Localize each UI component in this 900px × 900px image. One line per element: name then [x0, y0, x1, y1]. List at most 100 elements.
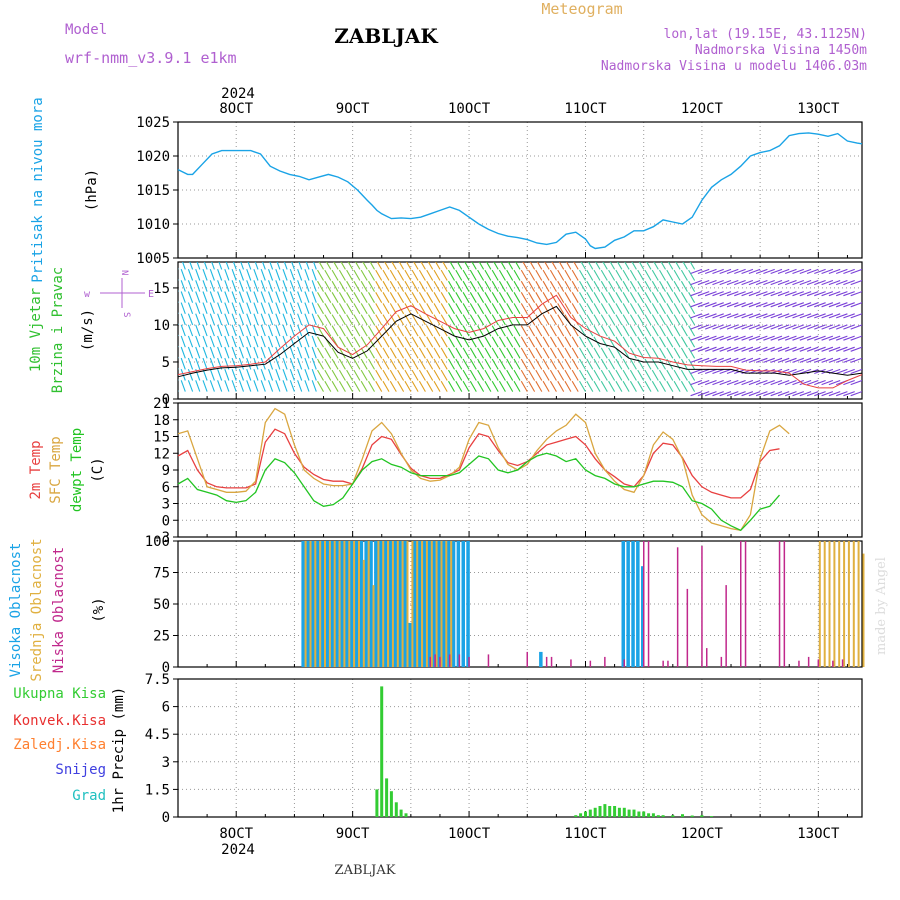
wind-barb [549, 314, 557, 326]
wind-barb [311, 380, 317, 392]
wind-barb [850, 313, 862, 319]
y-tick-label: 1020 [136, 149, 170, 165]
wind-barb [629, 336, 637, 348]
wind-barb [557, 303, 565, 315]
wind-barb [622, 358, 630, 370]
wind-barb [528, 280, 536, 292]
wind-barb [324, 358, 332, 370]
wind-barb [211, 262, 215, 270]
wind-barb [305, 262, 310, 270]
wind-barb [462, 369, 470, 381]
precip-bar [598, 806, 602, 817]
wind-barb [726, 279, 739, 286]
wind-barb [298, 262, 303, 270]
wind-barb [180, 369, 186, 381]
wind-barb [644, 314, 652, 326]
wind-barb [500, 262, 506, 270]
wind-barb [275, 291, 281, 303]
wind-barb [180, 380, 186, 392]
wind-barb [850, 291, 862, 297]
wind-barb [346, 325, 354, 337]
wind-barb [231, 302, 237, 314]
wind-barb [477, 347, 485, 359]
wind-barb [770, 279, 783, 286]
wind-barb [651, 292, 659, 303]
mid-cloud-bar [818, 541, 821, 667]
wind-barb [557, 280, 565, 292]
wind-barb [209, 269, 215, 281]
wind-barb [267, 302, 274, 314]
wind-barb [719, 368, 732, 375]
wind-barb [427, 262, 434, 270]
top-tick-label: 11OCT [564, 101, 607, 117]
wind-barb [513, 269, 521, 281]
high-cloud-bar [442, 541, 446, 667]
wind-barb [420, 262, 426, 270]
wind-barb [697, 302, 710, 308]
wind-barb [734, 268, 746, 275]
wind-barb [748, 335, 761, 341]
wind-barb [404, 380, 412, 392]
wind-barb [304, 291, 310, 303]
wind-barb [551, 262, 557, 270]
wind-barb [763, 291, 775, 297]
wind-barb [238, 335, 245, 348]
wind-barb [246, 380, 252, 392]
wind-barb [289, 291, 295, 303]
wind-barb [195, 380, 201, 392]
wind-barb [734, 279, 746, 286]
wind-barb [426, 347, 434, 359]
elevation: Nadmorska Visina 1450m [695, 43, 867, 58]
wind-barb [836, 357, 848, 363]
wind-barb [217, 380, 223, 392]
wind-barb [397, 380, 405, 392]
wind-barb [397, 303, 405, 315]
wind-barb [491, 325, 499, 337]
wind-barb [828, 379, 841, 386]
wind-barb [748, 391, 761, 397]
wind-barb [843, 368, 855, 375]
wind-barb [324, 269, 332, 281]
wind-barb [382, 358, 390, 370]
high-cloud-bar [320, 541, 325, 667]
wind-barb [440, 303, 448, 315]
wind-barb [821, 391, 834, 397]
precip-bar [632, 809, 636, 817]
wind-barb [564, 325, 572, 337]
mid-cloud-bar [396, 541, 399, 667]
wind-barb [238, 380, 245, 392]
wind-barb [542, 347, 550, 359]
wind-barb [178, 312, 179, 314]
wind-barb [659, 314, 666, 326]
y-tick-label: -3 [153, 530, 170, 546]
wind-barb [579, 380, 586, 392]
wind-barb [253, 291, 259, 303]
lonlat: lon,lat (19.15E, 43.1125N) [664, 27, 868, 42]
wind-barb [498, 369, 506, 381]
wind-barb [785, 391, 797, 397]
high-cloud-bar [413, 541, 417, 667]
wind-barb [600, 269, 608, 281]
wind-barb [304, 335, 310, 348]
wind-barb [346, 314, 354, 326]
wind-barb [520, 292, 528, 303]
precip-bar [584, 811, 587, 817]
wind-barb [238, 269, 245, 281]
wind-barb [267, 280, 274, 292]
wind-barb [814, 279, 826, 286]
mid-cloud-bar [367, 541, 370, 667]
wind-barb [217, 302, 223, 314]
wind-barb [289, 313, 295, 326]
wind-barb [260, 380, 266, 392]
wind-barb [712, 391, 724, 397]
wind-barb [814, 268, 826, 275]
wind-barb [382, 292, 390, 303]
wind-barb [297, 357, 303, 370]
wind-barb [440, 280, 448, 292]
wind-barb [726, 313, 739, 319]
wind-barb [697, 368, 710, 375]
high-cloud-bar [301, 541, 305, 667]
wind-barb [726, 302, 739, 308]
precip-bar [627, 809, 631, 817]
wind-barb [689, 262, 696, 270]
